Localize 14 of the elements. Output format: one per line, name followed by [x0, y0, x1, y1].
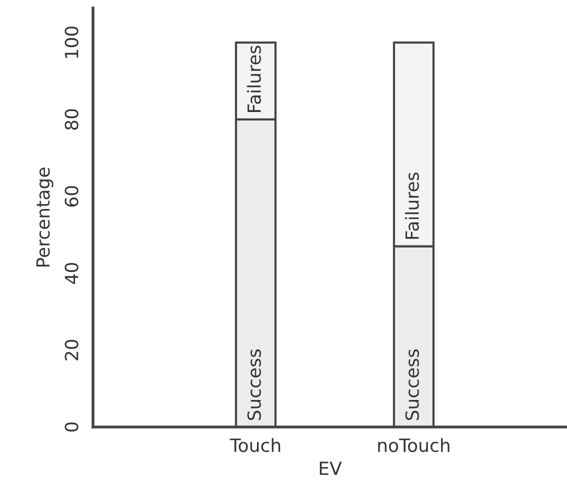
y-axis-title: Percentage	[36, 168, 54, 267]
series-label: Failures	[247, 46, 261, 112]
y-tick-label: 20	[64, 340, 78, 360]
x-tick-label: Touch	[230, 438, 280, 452]
series-label: Success	[247, 349, 261, 420]
y-tick-label: 0	[64, 422, 78, 432]
y-tick-label: 40	[64, 262, 78, 284]
y-tick-label: 80	[64, 109, 78, 130]
y-tick-label: 60	[64, 186, 78, 207]
y-tick-label: 100	[64, 26, 78, 58]
text: Failures	[405, 172, 419, 239]
x-axis-title: EV	[320, 462, 342, 475]
text: Success	[405, 349, 419, 420]
x-tick-label: noTouch	[378, 438, 450, 452]
